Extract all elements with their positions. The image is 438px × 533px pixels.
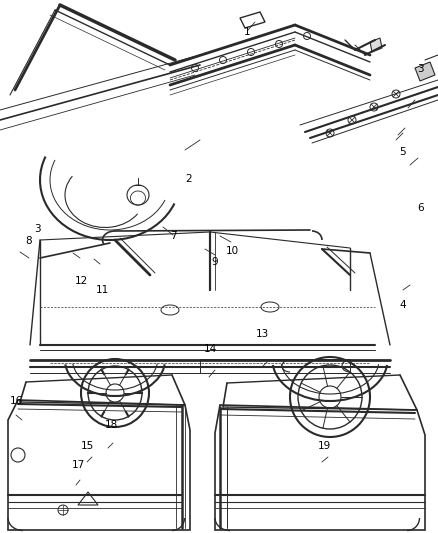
Text: 9: 9 — [211, 257, 218, 267]
Text: 10: 10 — [226, 246, 239, 255]
Text: 4: 4 — [399, 300, 406, 310]
Text: 19: 19 — [318, 441, 331, 451]
Text: 14: 14 — [204, 344, 217, 354]
Text: 15: 15 — [81, 441, 94, 451]
Text: 11: 11 — [96, 286, 110, 295]
Text: 7: 7 — [170, 231, 177, 240]
Text: 16: 16 — [10, 396, 23, 406]
Text: 3: 3 — [417, 64, 424, 74]
Text: 13: 13 — [256, 329, 269, 339]
Text: 18: 18 — [105, 421, 118, 430]
Text: 3: 3 — [34, 224, 41, 234]
Polygon shape — [370, 38, 382, 52]
Text: 2: 2 — [185, 174, 192, 183]
Text: 5: 5 — [399, 147, 406, 157]
Text: 8: 8 — [25, 236, 32, 246]
Text: 17: 17 — [72, 460, 85, 470]
Text: 12: 12 — [74, 277, 88, 286]
Polygon shape — [415, 62, 435, 81]
Text: 6: 6 — [417, 203, 424, 213]
Text: 1: 1 — [244, 27, 251, 37]
